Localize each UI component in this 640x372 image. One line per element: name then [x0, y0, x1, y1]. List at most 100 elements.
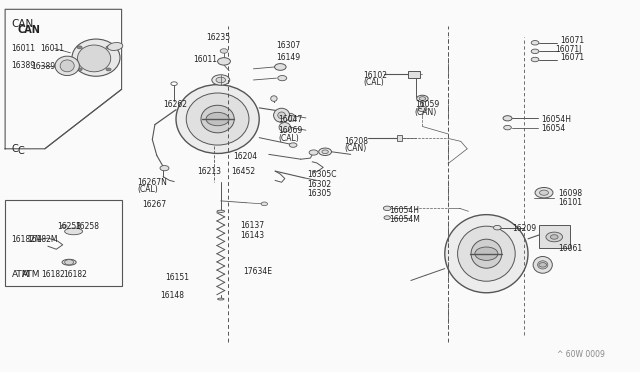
Text: 16071: 16071 — [560, 36, 584, 45]
Text: C: C — [18, 146, 25, 155]
Text: 16182: 16182 — [42, 270, 65, 279]
Text: 16208: 16208 — [344, 137, 369, 146]
Circle shape — [417, 95, 428, 102]
Text: C: C — [12, 144, 19, 154]
Text: 16148: 16148 — [160, 291, 184, 300]
Circle shape — [550, 235, 558, 239]
Text: 16011: 16011 — [12, 44, 35, 53]
Text: 16389: 16389 — [12, 61, 36, 70]
Text: 16054H: 16054H — [389, 206, 419, 215]
Ellipse shape — [445, 215, 528, 293]
Text: CAN: CAN — [12, 19, 34, 29]
Circle shape — [319, 148, 332, 155]
Circle shape — [384, 216, 390, 219]
Circle shape — [77, 46, 82, 49]
Ellipse shape — [201, 105, 234, 133]
Text: 16305C: 16305C — [307, 170, 337, 179]
Ellipse shape — [271, 96, 277, 101]
Text: (CAL): (CAL) — [138, 185, 158, 194]
Text: 16137: 16137 — [240, 221, 264, 230]
Ellipse shape — [212, 75, 230, 85]
Ellipse shape — [286, 113, 296, 121]
Ellipse shape — [72, 39, 120, 76]
Circle shape — [289, 143, 297, 147]
Bar — [539, 225, 570, 248]
Circle shape — [218, 58, 230, 65]
Text: 16307: 16307 — [276, 41, 301, 50]
Circle shape — [418, 106, 427, 112]
Circle shape — [106, 68, 111, 71]
Ellipse shape — [176, 84, 259, 153]
Circle shape — [160, 166, 169, 171]
Text: (CAL): (CAL) — [364, 78, 384, 87]
Ellipse shape — [55, 56, 79, 76]
Circle shape — [475, 247, 498, 260]
Text: 16098: 16098 — [558, 189, 582, 198]
Text: 16101: 16101 — [558, 198, 582, 207]
Text: 16061: 16061 — [558, 244, 582, 253]
Text: 16267: 16267 — [142, 200, 166, 209]
Ellipse shape — [62, 259, 76, 265]
Ellipse shape — [65, 228, 83, 235]
Ellipse shape — [186, 93, 249, 145]
Circle shape — [383, 206, 391, 211]
Ellipse shape — [77, 45, 111, 72]
Ellipse shape — [216, 77, 226, 83]
Circle shape — [504, 125, 511, 130]
Ellipse shape — [471, 239, 502, 268]
Ellipse shape — [458, 226, 515, 281]
Text: 16262: 16262 — [163, 100, 187, 109]
Circle shape — [531, 57, 539, 62]
Ellipse shape — [279, 122, 291, 132]
Circle shape — [77, 68, 82, 71]
Circle shape — [106, 46, 111, 49]
Circle shape — [65, 260, 74, 265]
Circle shape — [206, 112, 229, 126]
Text: 16452: 16452 — [232, 167, 256, 176]
Text: 16011: 16011 — [40, 44, 64, 53]
Ellipse shape — [60, 60, 74, 72]
Text: 16258: 16258 — [58, 222, 82, 231]
Text: 16149: 16149 — [276, 53, 301, 62]
Text: 16151: 16151 — [165, 273, 189, 282]
Text: 16071J: 16071J — [556, 45, 582, 54]
Ellipse shape — [108, 42, 123, 51]
Ellipse shape — [218, 298, 224, 300]
Circle shape — [171, 82, 177, 86]
Bar — [5, 200, 122, 286]
Text: 16258: 16258 — [76, 222, 100, 231]
Text: (CAN): (CAN) — [344, 144, 367, 153]
Circle shape — [546, 232, 563, 242]
Text: 16305: 16305 — [307, 189, 332, 198]
Circle shape — [503, 116, 512, 121]
Text: 17634E: 17634E — [243, 267, 272, 276]
Text: 16182: 16182 — [63, 270, 86, 279]
Text: ATM: ATM — [12, 270, 30, 279]
Ellipse shape — [533, 257, 552, 273]
Circle shape — [539, 263, 547, 267]
Circle shape — [493, 225, 501, 230]
Circle shape — [275, 64, 286, 70]
Text: 16143: 16143 — [240, 231, 264, 240]
Text: 16011: 16011 — [193, 55, 218, 64]
Text: 16302: 16302 — [307, 180, 332, 189]
Text: 16102: 16102 — [364, 71, 388, 80]
Circle shape — [535, 187, 553, 198]
Ellipse shape — [217, 210, 225, 212]
Text: 16204: 16204 — [234, 152, 258, 161]
Bar — [408, 71, 420, 78]
Circle shape — [531, 41, 539, 45]
Text: 16267N: 16267N — [138, 178, 168, 187]
Circle shape — [419, 97, 426, 100]
Text: 16182M: 16182M — [12, 235, 42, 244]
Ellipse shape — [274, 108, 290, 122]
Circle shape — [531, 49, 539, 54]
Text: CAN: CAN — [18, 25, 41, 35]
Text: 16389: 16389 — [31, 62, 55, 71]
Circle shape — [278, 76, 287, 81]
Circle shape — [540, 190, 548, 195]
Text: ATM: ATM — [22, 270, 41, 279]
Text: 16213: 16213 — [197, 167, 221, 176]
Text: (CAL): (CAL) — [278, 134, 299, 143]
Circle shape — [322, 150, 328, 154]
